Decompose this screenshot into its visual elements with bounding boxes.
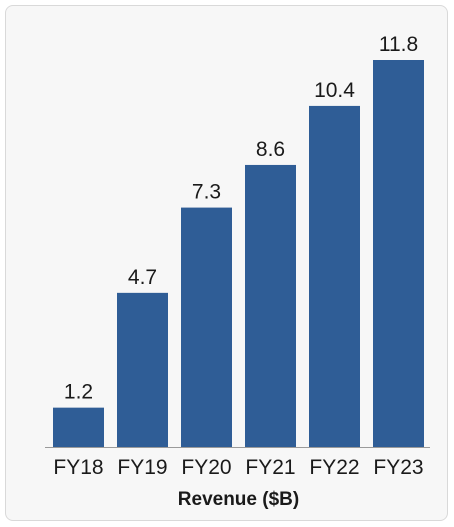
x-tick-label-fy22: FY22 [309, 456, 359, 479]
bar-fy18 [53, 407, 104, 447]
bar-fy22 [309, 105, 360, 447]
bar-fy20 [181, 207, 232, 447]
value-label-fy22: 10.4 [314, 79, 355, 102]
x-tick-labels-group: FY18 FY19 FY20 FY21 FY22 FY23 [53, 456, 423, 479]
value-label-fy21: 8.6 [256, 138, 285, 161]
bars-group [53, 60, 424, 447]
value-label-fy19: 4.7 [128, 266, 157, 289]
x-tick-label-fy21: FY21 [245, 456, 295, 479]
value-labels-group: 1.2 4.7 7.3 8.6 10.4 11.8 [64, 33, 418, 404]
x-tick-label-fy23: FY23 [373, 456, 423, 479]
bar-fy19 [117, 292, 168, 447]
bar-fy23 [373, 60, 424, 447]
value-label-fy23: 11.8 [379, 33, 418, 56]
value-label-fy18: 1.2 [64, 381, 93, 404]
bar-fy21 [245, 164, 296, 447]
x-tick-label-fy20: FY20 [181, 456, 231, 479]
x-tick-label-fy19: FY19 [117, 456, 167, 479]
value-label-fy20: 7.3 [192, 181, 221, 204]
x-tick-label-fy18: FY18 [53, 456, 103, 479]
x-axis-title: Revenue ($B) [178, 489, 299, 510]
